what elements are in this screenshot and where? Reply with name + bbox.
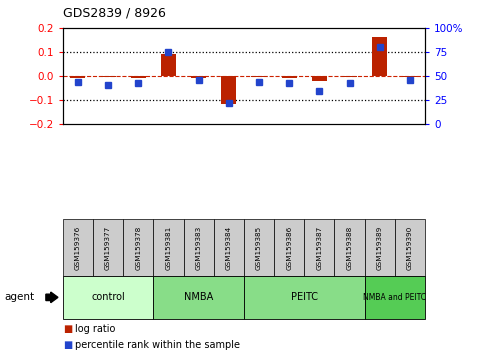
Text: GSM159378: GSM159378	[135, 226, 141, 270]
Bar	[221, 76, 236, 104]
Text: GSM159385: GSM159385	[256, 226, 262, 270]
Text: ■: ■	[63, 324, 72, 334]
Text: GSM159381: GSM159381	[166, 226, 171, 270]
Text: GSM159388: GSM159388	[347, 226, 353, 270]
Text: GSM159386: GSM159386	[286, 226, 292, 270]
Text: GSM159383: GSM159383	[196, 226, 201, 270]
Bar	[342, 76, 357, 77]
Text: NMBA and PEITC: NMBA and PEITC	[363, 293, 426, 302]
Bar	[312, 76, 327, 81]
Bar	[282, 76, 297, 78]
Text: percentile rank within the sample: percentile rank within the sample	[75, 340, 240, 350]
Text: NMBA: NMBA	[184, 292, 213, 302]
Text: GSM159377: GSM159377	[105, 226, 111, 270]
Text: GSM159389: GSM159389	[377, 226, 383, 270]
Text: GSM159387: GSM159387	[316, 226, 322, 270]
Bar	[372, 37, 387, 76]
Text: GSM159390: GSM159390	[407, 226, 413, 270]
Text: control: control	[91, 292, 125, 302]
Text: log ratio: log ratio	[75, 324, 115, 334]
FancyArrow shape	[46, 292, 58, 303]
Text: GDS2839 / 8926: GDS2839 / 8926	[63, 6, 166, 19]
Text: PEITC: PEITC	[291, 292, 318, 302]
Bar	[131, 76, 146, 78]
Bar	[252, 76, 267, 77]
Bar	[100, 76, 115, 77]
Text: GSM159384: GSM159384	[226, 226, 232, 270]
Text: GSM159376: GSM159376	[75, 226, 81, 270]
Bar	[71, 76, 85, 78]
Bar	[161, 54, 176, 76]
Text: agent: agent	[5, 292, 35, 302]
Bar	[402, 76, 417, 77]
Text: ■: ■	[63, 340, 72, 350]
Bar	[191, 76, 206, 78]
